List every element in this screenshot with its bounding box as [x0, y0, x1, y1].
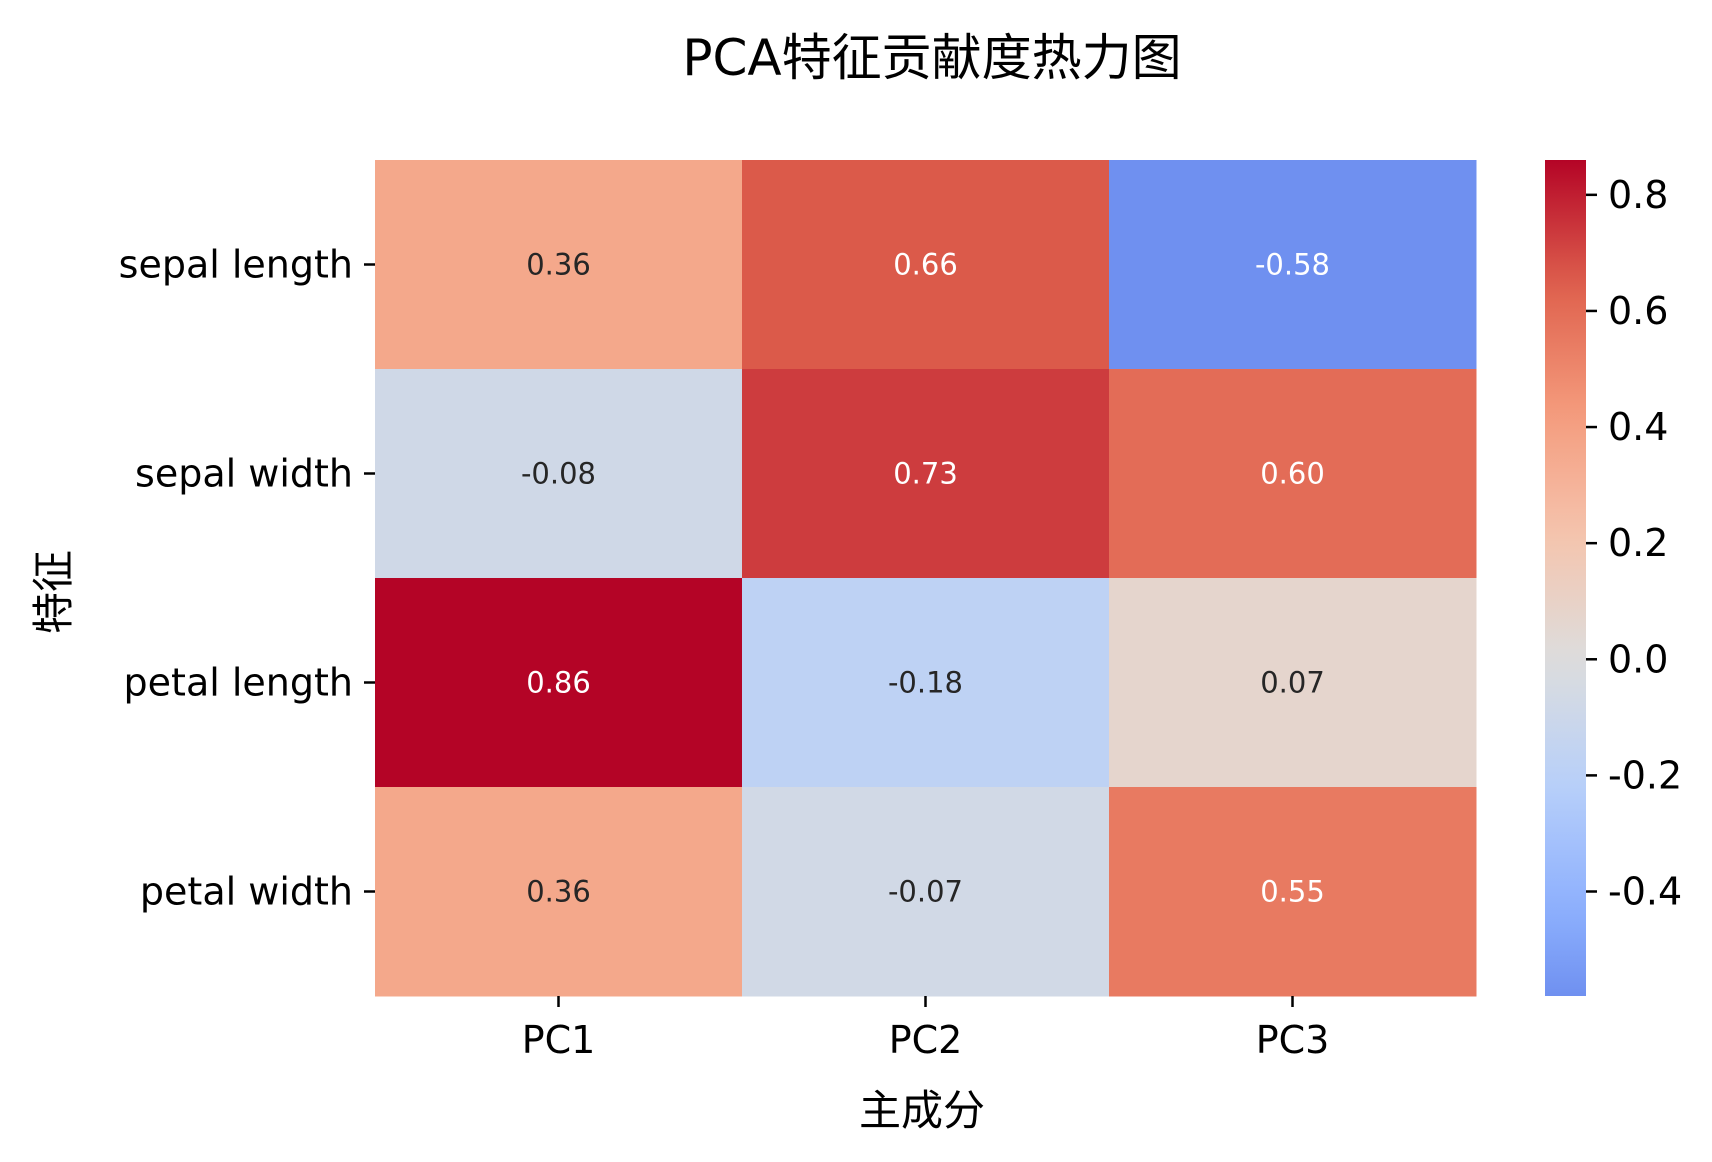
heatmap-cell [1109, 578, 1477, 788]
x-axis-tick-label: PC2 [889, 1018, 963, 1062]
heatmap-cells: 0.36 0.66 -0.58 -0.08 0.73 0.60 0.86 -0.18 0.07 0… [375, 160, 1477, 997]
x-axis-title: 主成分 [859, 1086, 985, 1135]
cell-value-label: -0.18 [888, 666, 963, 700]
colorbar-gradient [1545, 160, 1586, 996]
x-axis-tick-label: PC3 [1256, 1018, 1330, 1062]
y-axis-tick-labels: sepal length sepal width petal length petal… [119, 243, 375, 914]
colorbar-tick-label: 0.0 [1608, 637, 1668, 681]
colorbar-tick-label: 0.6 [1608, 289, 1668, 333]
y-axis-tick-label: petal width [140, 870, 353, 914]
heatmap-cell [375, 787, 743, 997]
cell-value-label: 0.55 [1260, 875, 1325, 909]
heatmap-cell [375, 369, 743, 579]
heatmap-cell [742, 369, 1110, 579]
y-axis-tick-label: sepal width [135, 452, 353, 496]
heatmap-cell [742, 578, 1110, 788]
cell-value-label: -0.58 [1255, 248, 1330, 282]
y-axis-tick-label: sepal length [119, 243, 353, 287]
colorbar-tick-label: 0.8 [1608, 173, 1668, 217]
cell-value-label: 0.66 [893, 248, 958, 282]
cell-value-label: 0.73 [893, 457, 958, 491]
heatmap-cell [1109, 369, 1477, 579]
chart-title: PCA特征贡献度热力图 [682, 29, 1181, 87]
cell-value-label: 0.36 [526, 248, 591, 282]
colorbar-tick-label: -0.4 [1608, 870, 1682, 914]
heatmap-cell [375, 160, 743, 370]
heatmap-cell [375, 578, 743, 788]
cell-value-label: -0.08 [521, 457, 596, 491]
y-axis-tick-label: petal length [124, 661, 353, 705]
heatmap-cell [742, 787, 1110, 997]
colorbar-tick-label: 0.2 [1608, 521, 1668, 565]
cell-value-label: 0.60 [1260, 457, 1325, 491]
heatmap-cell [742, 160, 1110, 370]
heatmap-cell [1109, 160, 1477, 370]
cell-value-label: 0.07 [1260, 666, 1325, 700]
x-axis-tick-label: PC1 [522, 1018, 596, 1062]
colorbar: 0.8 0.6 0.4 0.2 0.0 -0.2 -0.4 [1545, 160, 1682, 996]
colorbar-tick-label: 0.4 [1608, 405, 1668, 449]
x-axis-tick-labels: PC1 PC2 PC3 [522, 996, 1330, 1062]
colorbar-tick-label: -0.2 [1608, 753, 1682, 797]
cell-value-label: -0.07 [888, 875, 963, 909]
cell-value-label: 0.86 [526, 666, 591, 700]
cell-value-label: 0.36 [526, 875, 591, 909]
y-axis-title: 特征 [29, 550, 78, 634]
heatmap-cell [1109, 787, 1477, 997]
